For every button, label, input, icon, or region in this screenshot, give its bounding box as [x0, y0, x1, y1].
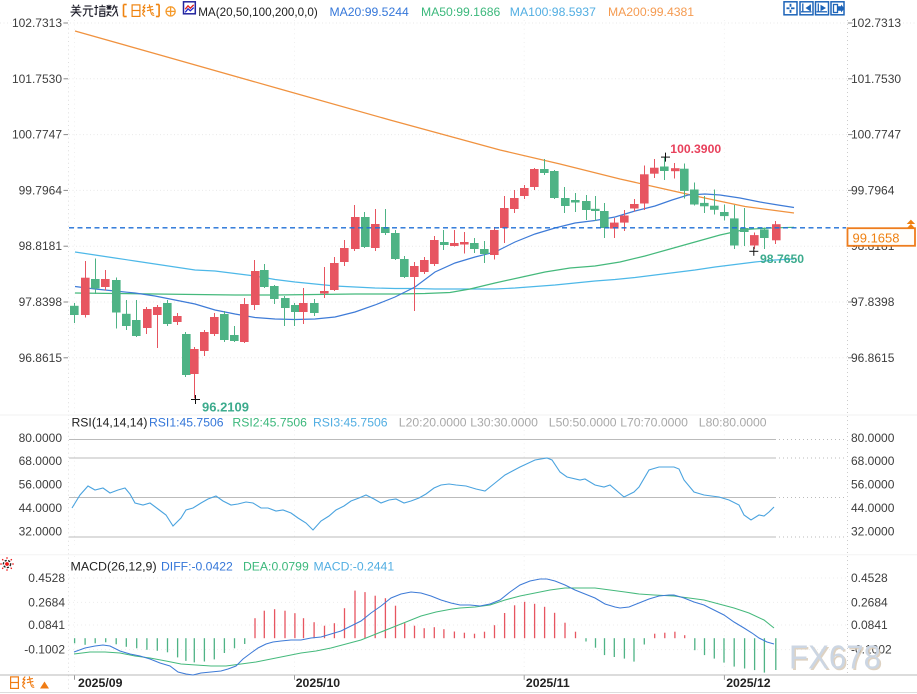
svg-text:100.3900: 100.3900 [670, 142, 721, 156]
svg-text:MACD(26,12,9): MACD(26,12,9) [71, 560, 157, 574]
svg-text:0.4528: 0.4528 [28, 571, 65, 585]
svg-text:102.7313: 102.7313 [851, 16, 901, 30]
svg-text:80.0000: 80.0000 [19, 431, 63, 445]
svg-text:100.7747: 100.7747 [12, 128, 62, 142]
svg-text:L50:50.0000: L50:50.0000 [549, 416, 617, 430]
svg-text:96.2109: 96.2109 [202, 400, 249, 415]
svg-text:L70:70.0000: L70:70.0000 [620, 416, 688, 430]
svg-text:MACD:-0.2441: MACD:-0.2441 [314, 560, 395, 574]
svg-text:L20:20.0000: L20:20.0000 [399, 416, 467, 430]
svg-text:100.7747: 100.7747 [851, 128, 901, 142]
svg-text:98.8181: 98.8181 [19, 239, 63, 253]
svg-text:2025/09: 2025/09 [78, 676, 123, 690]
svg-text:DEA:0.0799: DEA:0.0799 [243, 560, 309, 574]
svg-text:56.0000: 56.0000 [851, 478, 895, 492]
svg-text:MA100:98.5937: MA100:98.5937 [510, 5, 596, 19]
svg-text:FX678: FX678 [791, 640, 883, 677]
svg-text:RSI3:45.7506: RSI3:45.7506 [313, 416, 388, 430]
svg-text:FX678: FX678 [789, 639, 881, 676]
svg-text:2025/12: 2025/12 [726, 676, 771, 690]
svg-text:101.7530: 101.7530 [12, 72, 62, 86]
svg-text:RSI2:45.7506: RSI2:45.7506 [232, 416, 307, 430]
svg-text:-0.1002: -0.1002 [851, 643, 892, 657]
svg-text:MA50:99.1686: MA50:99.1686 [421, 5, 501, 19]
svg-text:RSI(14,14,14): RSI(14,14,14) [72, 416, 148, 430]
svg-text:0.2684: 0.2684 [28, 595, 65, 609]
svg-text:102.7313: 102.7313 [12, 16, 62, 30]
svg-text:MA20:99.5244: MA20:99.5244 [330, 5, 410, 19]
svg-text:-0.1002: -0.1002 [24, 643, 65, 657]
svg-text:68.0000: 68.0000 [19, 454, 63, 468]
svg-text:97.8398: 97.8398 [851, 295, 895, 309]
svg-text:44.0000: 44.0000 [851, 501, 895, 515]
svg-text:0.0841: 0.0841 [851, 618, 888, 632]
svg-text:99.7964: 99.7964 [19, 183, 63, 197]
svg-text:80.0000: 80.0000 [851, 431, 895, 445]
svg-text:L30:30.0000: L30:30.0000 [470, 416, 538, 430]
svg-text:MA200:99.4381: MA200:99.4381 [608, 5, 694, 19]
svg-text:32.0000: 32.0000 [19, 524, 63, 538]
svg-text:0.2684: 0.2684 [851, 595, 888, 609]
svg-text:101.7530: 101.7530 [851, 72, 901, 86]
svg-text:0.4528: 0.4528 [851, 571, 888, 585]
svg-text:98.7650: 98.7650 [760, 252, 804, 266]
svg-text:99.7964: 99.7964 [851, 183, 895, 197]
svg-text:68.0000: 68.0000 [851, 454, 895, 468]
svg-text:2025/10: 2025/10 [296, 676, 341, 690]
svg-text:99.1658: 99.1658 [853, 230, 900, 245]
svg-text:L80:80.0000: L80:80.0000 [699, 416, 767, 430]
svg-text:44.0000: 44.0000 [19, 501, 63, 515]
svg-text:MA(20,50,100,200,0,0): MA(20,50,100,200,0,0) [198, 6, 318, 19]
svg-text:RSI1:45.7506: RSI1:45.7506 [149, 416, 224, 430]
svg-text:96.8615: 96.8615 [19, 351, 63, 365]
svg-text:96.8615: 96.8615 [851, 351, 895, 365]
svg-text:32.0000: 32.0000 [851, 524, 895, 538]
svg-text:2025/11: 2025/11 [526, 676, 570, 690]
svg-text:97.8398: 97.8398 [19, 295, 63, 309]
svg-text:DIFF:-0.0422: DIFF:-0.0422 [161, 560, 233, 574]
svg-text:0.0841: 0.0841 [28, 618, 65, 632]
svg-text:56.0000: 56.0000 [19, 478, 63, 492]
